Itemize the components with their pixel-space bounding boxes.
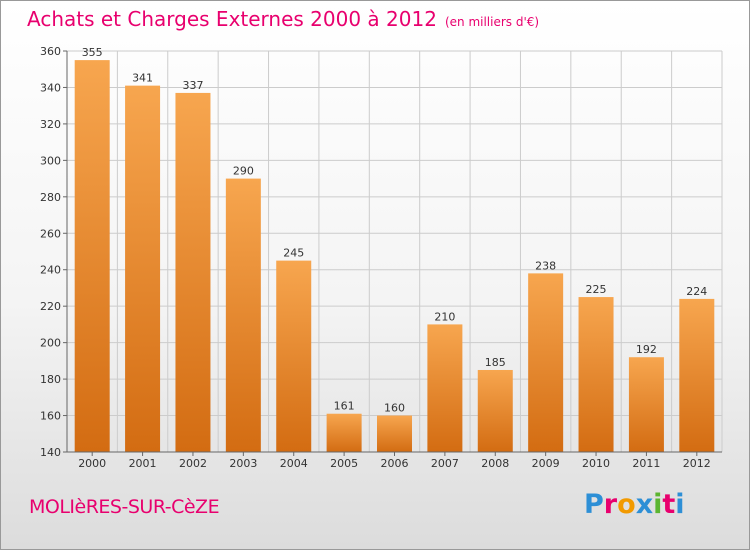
bar-value-label: 192	[636, 343, 657, 356]
brand-letter: o	[617, 489, 636, 520]
x-tick-label: 2003	[229, 457, 257, 470]
x-tick-label: 2000	[78, 457, 106, 470]
y-tick-label: 280	[40, 191, 61, 204]
bar	[125, 85, 161, 452]
chart-subtitle: (en milliers d'€)	[444, 15, 540, 29]
x-tick-label: 2005	[330, 457, 358, 470]
bar	[276, 260, 312, 452]
y-tick-label: 200	[40, 337, 61, 350]
x-tick-label: 2011	[632, 457, 660, 470]
x-tick-label: 2004	[280, 457, 308, 470]
bar	[628, 357, 664, 452]
bar-value-label: 238	[535, 259, 556, 272]
brand-letter: t	[662, 489, 676, 520]
bar	[326, 413, 362, 452]
bar	[578, 297, 614, 452]
bar-value-label: 245	[283, 247, 304, 260]
y-tick-label: 240	[40, 264, 61, 277]
brand-logo: Proxiti	[584, 489, 685, 520]
brand-letter: i	[653, 489, 663, 520]
x-tick-label: 2009	[532, 457, 560, 470]
bar	[175, 92, 211, 452]
bar-value-label: 337	[182, 79, 203, 92]
brand-letter: i	[675, 489, 685, 520]
bar	[225, 178, 261, 452]
x-tick-label: 2010	[582, 457, 610, 470]
y-tick-label: 360	[40, 45, 61, 58]
x-tick-label: 2001	[129, 457, 157, 470]
x-tick-label: 2006	[381, 457, 409, 470]
bar-value-label: 290	[233, 165, 254, 178]
bar	[427, 324, 463, 452]
axes: 140 160 180 200 220 240 260 280 300 320 340 360 2000…	[40, 45, 722, 470]
brand-letter: r	[603, 489, 618, 520]
x-tick-label: 2012	[683, 457, 711, 470]
y-tick-label: 320	[40, 118, 61, 131]
y-tick-label: 160	[40, 410, 61, 423]
brand-letter: P	[584, 489, 604, 520]
bar-value-label: 161	[334, 400, 355, 413]
bar	[477, 369, 513, 452]
brand-letter: x	[635, 489, 654, 520]
y-tick-label: 300	[40, 154, 61, 167]
y-tick-label: 140	[40, 446, 61, 459]
y-tick-label: 260	[40, 227, 61, 240]
commune-name: MOLIèRES-SUR-CèZE	[29, 496, 220, 518]
bar	[528, 273, 564, 452]
bar-value-label: 355	[82, 46, 103, 59]
chart-title-text: Achats et Charges Externes 2000 à 2012	[27, 7, 437, 31]
y-tick-label: 220	[40, 300, 61, 313]
bars: 355 341 337 290 245 161 160 210 185 238 225 192 224	[74, 46, 715, 452]
bar	[679, 298, 715, 452]
bar-value-label: 185	[485, 356, 506, 369]
x-tick-label: 2008	[481, 457, 509, 470]
bar	[74, 60, 110, 452]
y-tick-label: 180	[40, 373, 61, 386]
bar-value-label: 160	[384, 402, 405, 415]
y-tick-label: 340	[40, 81, 61, 94]
bar-value-label: 341	[132, 72, 153, 85]
grid-lines	[66, 50, 723, 453]
chart-title: Achats et Charges Externes 2000 à 2012 (e…	[27, 7, 539, 31]
bar	[377, 415, 412, 452]
x-tick-label: 2002	[179, 457, 207, 470]
bar-value-label: 225	[586, 283, 607, 296]
bar-value-label: 224	[686, 285, 707, 298]
bar-value-label: 210	[434, 310, 455, 323]
x-tick-label: 2007	[431, 457, 459, 470]
